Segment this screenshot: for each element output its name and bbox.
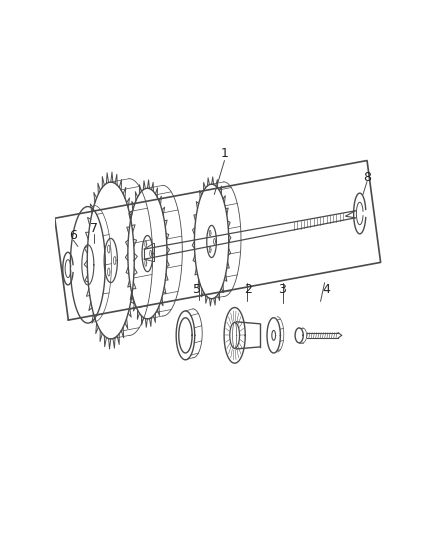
Text: 5: 5 [193,283,201,296]
Text: 3: 3 [278,283,286,296]
Text: 1: 1 [221,147,228,160]
Text: 2: 2 [244,283,252,296]
Text: 4: 4 [322,283,330,296]
Text: 6: 6 [70,229,78,242]
Text: 7: 7 [90,222,98,235]
Text: 8: 8 [363,171,371,184]
